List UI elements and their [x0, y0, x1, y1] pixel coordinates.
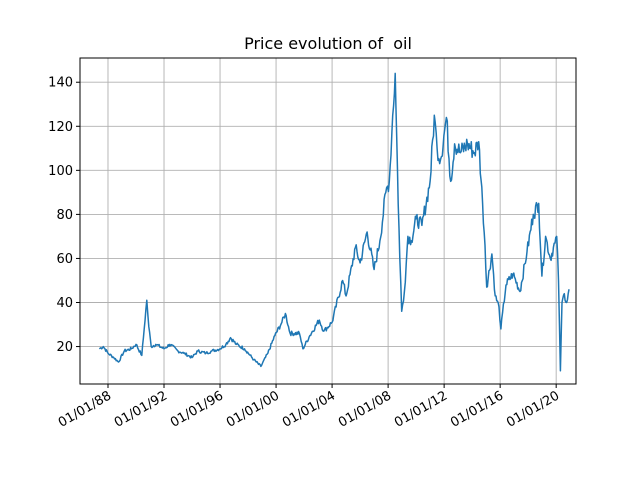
x-tick-label: 01/01/04	[280, 388, 338, 430]
y-tick-label: 40	[56, 296, 73, 311]
x-axis-ticks: 01/01/8801/01/9201/01/9601/01/0001/01/04…	[56, 384, 562, 431]
y-tick-label: 20	[56, 340, 73, 355]
x-tick-label: 01/01/20	[504, 388, 562, 430]
x-tick-label: 01/01/08	[336, 388, 394, 430]
y-tick-label: 120	[48, 120, 73, 135]
x-tick-label: 01/01/16	[448, 388, 506, 430]
plot-frame	[79, 57, 577, 385]
y-tick-label: 60	[56, 252, 73, 267]
y-axis-ticks: 20 40 60 80 100 120 140	[48, 76, 80, 355]
x-tick-label: 01/01/88	[56, 388, 114, 430]
x-tick-label: 01/01/00	[224, 388, 282, 430]
x-tick-label: 01/01/12	[392, 388, 450, 430]
y-tick-label: 140	[48, 76, 73, 91]
x-tick-label: 01/01/96	[168, 388, 226, 430]
y-tick-label: 80	[56, 208, 73, 223]
chart-title: Price evolution of oil	[244, 34, 412, 53]
x-tick-label: 01/01/92	[112, 388, 170, 430]
y-tick-label: 100	[48, 164, 73, 179]
grid	[80, 58, 576, 384]
oil-price-line	[98, 72, 570, 372]
